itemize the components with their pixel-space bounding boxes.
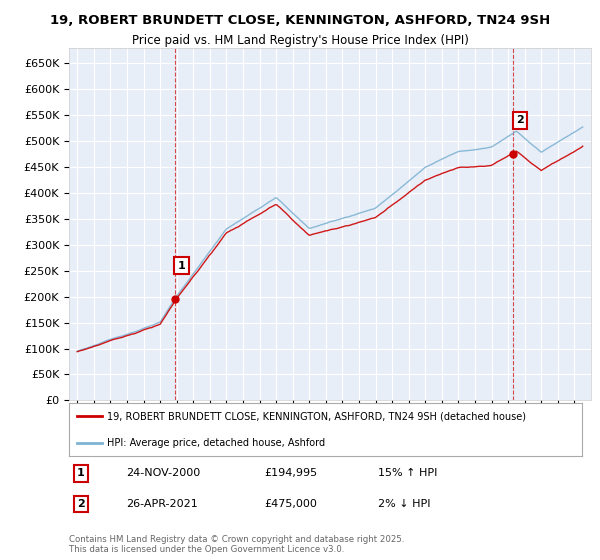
Text: 26-APR-2021: 26-APR-2021 [126,499,198,509]
Text: 1: 1 [178,260,185,270]
Text: HPI: Average price, detached house, Ashford: HPI: Average price, detached house, Ashf… [107,438,326,448]
Text: Price paid vs. HM Land Registry's House Price Index (HPI): Price paid vs. HM Land Registry's House … [131,34,469,46]
Text: 2: 2 [516,115,524,125]
Text: 15% ↑ HPI: 15% ↑ HPI [378,468,437,478]
Text: 24-NOV-2000: 24-NOV-2000 [126,468,200,478]
Text: 1: 1 [77,468,85,478]
Text: Contains HM Land Registry data © Crown copyright and database right 2025.
This d: Contains HM Land Registry data © Crown c… [69,535,404,554]
Text: £475,000: £475,000 [264,499,317,509]
Text: 19, ROBERT BRUNDETT CLOSE, KENNINGTON, ASHFORD, TN24 9SH: 19, ROBERT BRUNDETT CLOSE, KENNINGTON, A… [50,14,550,27]
Text: 2: 2 [77,499,85,509]
Text: £194,995: £194,995 [264,468,317,478]
Text: 19, ROBERT BRUNDETT CLOSE, KENNINGTON, ASHFORD, TN24 9SH (detached house): 19, ROBERT BRUNDETT CLOSE, KENNINGTON, A… [107,412,526,422]
Text: 2% ↓ HPI: 2% ↓ HPI [378,499,431,509]
